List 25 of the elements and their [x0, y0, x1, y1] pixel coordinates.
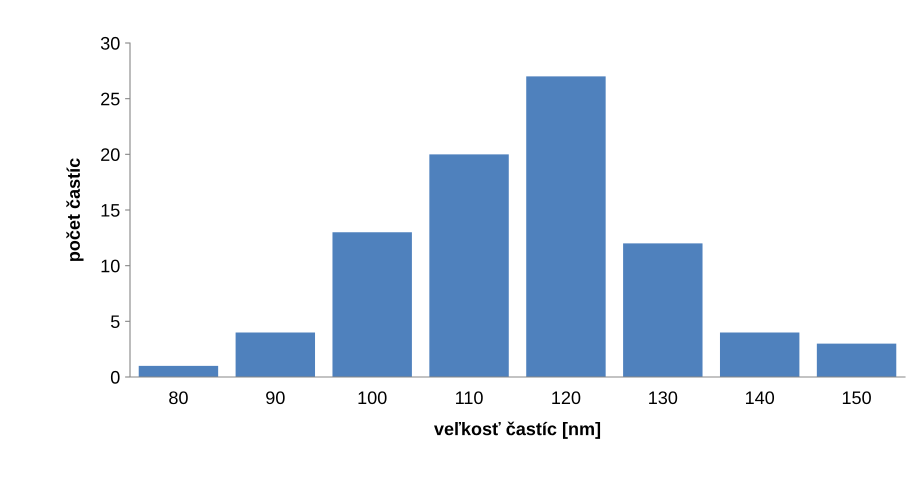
bar — [720, 332, 800, 377]
bar — [236, 332, 316, 377]
bar — [429, 154, 509, 377]
bar — [332, 232, 412, 377]
x-tick-label: 110 — [456, 391, 483, 404]
x-tick-label: 150 — [842, 391, 871, 404]
y-tick-label: 5 — [110, 315, 120, 328]
x-tick-label: 80 — [169, 391, 188, 404]
y-tick-label: 25 — [101, 92, 120, 106]
x-tick-label: 90 — [266, 391, 285, 404]
y-tick-label: 15 — [102, 204, 120, 217]
y-axis-title: počet častíc — [66, 158, 84, 261]
x-tick-label: 120 — [552, 391, 580, 404]
y-tick-label: 20 — [101, 148, 120, 162]
bar — [526, 76, 606, 377]
bar — [138, 366, 218, 377]
bar — [623, 243, 703, 377]
y-tick-label: 10 — [102, 260, 120, 272]
x-axis-title: veľkosť častíc [nm] — [434, 422, 600, 439]
x-tick-label: 130 — [649, 391, 678, 404]
x-tick-label: 140 — [746, 391, 774, 404]
y-tick-label: 30 — [100, 36, 120, 50]
bar — [816, 344, 896, 377]
y-tick-label: 0 — [110, 370, 120, 384]
x-tick-label: 100 — [358, 391, 387, 404]
